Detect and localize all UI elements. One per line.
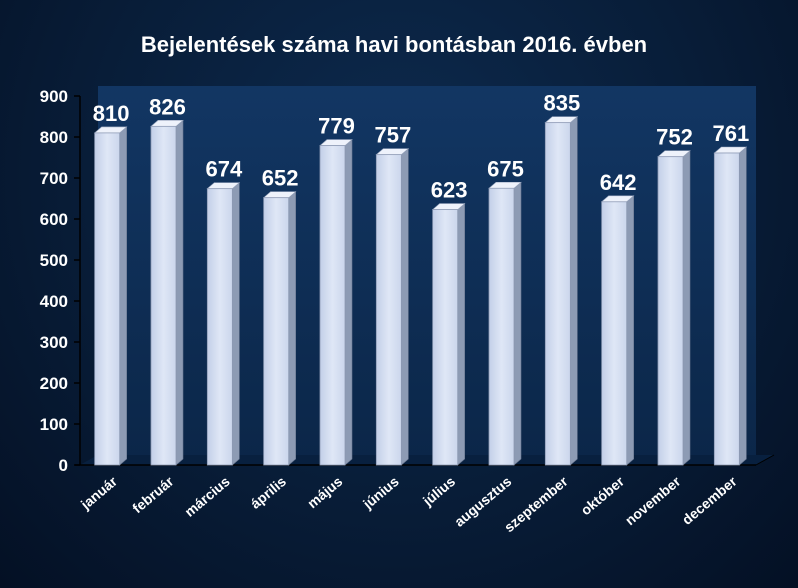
bar-side <box>626 195 634 466</box>
bar-value-label: 761 <box>712 121 749 146</box>
bar-value-label: 757 <box>374 123 411 148</box>
bar <box>263 197 290 466</box>
x-axis: január február március április május június jú… <box>77 473 740 536</box>
bar-value-label: 674 <box>205 157 242 182</box>
floor-edge <box>755 454 775 466</box>
plot-floor <box>80 455 774 465</box>
x-tick-label: február <box>129 473 177 517</box>
plot-wall <box>80 86 756 465</box>
bar-value-label: 826 <box>149 94 186 119</box>
bar-value-label: 675 <box>487 156 524 181</box>
bar-value-label: 623 <box>431 178 468 203</box>
x-tick-label: október <box>577 473 627 519</box>
bar-side <box>232 182 240 466</box>
y-tick-label: 400 <box>40 292 68 311</box>
y-tick-label: 800 <box>40 128 68 147</box>
bar <box>488 187 515 466</box>
y-axis: 0 100 200 300 400 500 600 700 800 900 <box>40 87 81 475</box>
bar-side <box>739 146 747 466</box>
y-tick-label: 500 <box>40 251 68 270</box>
bar <box>544 122 571 466</box>
bar-value-label: 810 <box>93 101 130 126</box>
y-tick-label: 100 <box>40 415 68 434</box>
bar <box>432 209 459 466</box>
x-tick-label: április <box>247 473 289 512</box>
bar-side <box>682 150 691 466</box>
x-tick-label: január <box>77 473 121 513</box>
bar-side <box>175 119 184 466</box>
bar-value-label: 652 <box>262 166 299 191</box>
bar <box>150 125 177 466</box>
y-tick-label: 300 <box>40 333 68 352</box>
bar-side <box>513 181 522 466</box>
bar-side <box>401 147 409 466</box>
bar <box>375 154 402 466</box>
y-tick-label: 0 <box>59 456 68 475</box>
bar <box>713 152 740 466</box>
plot-area <box>75 86 775 466</box>
bar-side <box>119 126 127 466</box>
bar-value-label: 642 <box>600 170 637 195</box>
bar-value-label: 835 <box>543 91 580 116</box>
bar-side <box>570 115 578 466</box>
x-tick-label: május <box>304 473 345 511</box>
bar-value-label: 752 <box>656 125 693 150</box>
x-tick-label: november <box>622 473 684 529</box>
bars: 810 826 674 652 779 757 623 675 835 642 752 761 <box>93 91 749 466</box>
bar <box>319 145 346 466</box>
bar <box>601 201 628 466</box>
bar-value-label: 779 <box>318 114 355 139</box>
bar <box>657 156 684 466</box>
x-tick-label: március <box>181 473 233 520</box>
y-tick-label: 900 <box>40 87 68 106</box>
x-tick-label: július <box>419 473 458 510</box>
x-tick-label: június <box>359 473 402 513</box>
bar <box>206 188 233 466</box>
chart-title: Bejelentések száma havi bontásban 2016. … <box>141 32 647 57</box>
bar-side <box>457 202 465 466</box>
bar-side <box>288 191 296 466</box>
x-tick-label: december <box>679 473 740 528</box>
y-tick-label: 600 <box>40 210 68 229</box>
y-tick-label: 700 <box>40 169 68 188</box>
y-tick-label: 200 <box>40 374 68 393</box>
bar <box>94 132 121 466</box>
bar-side <box>344 138 353 466</box>
